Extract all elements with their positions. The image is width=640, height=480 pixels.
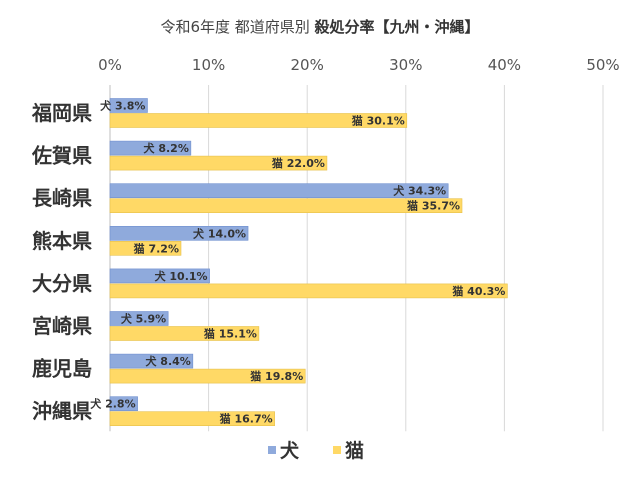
data-label: 猫 16.7% (220, 412, 273, 426)
bars (109, 98, 508, 427)
x-tick-label: 40% (488, 56, 521, 74)
category-label: 福岡県 (31, 101, 92, 125)
category-label: 熊本県 (32, 229, 92, 253)
bar-dog (109, 353, 194, 369)
category-label: 宮崎県 (32, 314, 92, 338)
data-label: 猫 35.7% (407, 199, 460, 213)
legend-label: 犬 (280, 439, 300, 462)
category-label: 長崎県 (32, 186, 92, 210)
chart-title: 令和6年度 都道府県別 殺処分率【九州・沖縄】 (160, 18, 479, 36)
bar-cat (109, 326, 260, 341)
data-label: 犬 2.8% (90, 397, 135, 411)
data-label: 猫 22.0% (272, 156, 325, 170)
data-label: 犬 10.1% (155, 269, 208, 283)
bar-cat (109, 113, 408, 128)
category-label: 佐賀県 (31, 144, 92, 168)
data-label: 猫 15.1% (204, 327, 257, 341)
data-label: 犬 3.8% (100, 99, 145, 113)
bar-dog (109, 140, 192, 156)
category-label: 鹿児島 (32, 357, 92, 381)
bar-dog (109, 98, 148, 113)
x-axis-ticks: 0% 10% 20% 30% 40% 50% (98, 56, 620, 74)
bar-cat (109, 241, 182, 256)
data-label: 猫 40.3% (452, 284, 505, 298)
chart-title-part-1: 令和6年度 都道府県別 (160, 18, 314, 36)
x-tick-label: 30% (389, 56, 422, 74)
bar-dog (109, 226, 249, 241)
bar-dog (109, 268, 210, 284)
bar-dog (109, 396, 138, 412)
bar-cat (109, 155, 328, 171)
data-label: 猫 19.8% (250, 369, 303, 383)
bar-cat (109, 283, 508, 299)
x-tick-label: 10% (192, 56, 225, 74)
bar-dog (109, 183, 449, 198)
data-labels: 犬 3.8% 猫 30.1% 犬 8.2% 猫 22.0% 犬 34.3%猫 35.7%… (90, 99, 505, 426)
legend: 犬猫 (268, 439, 364, 462)
data-label: 犬 14.0% (193, 226, 246, 240)
x-tick-label: 0% (98, 56, 122, 74)
data-label: 犬 34.3% (393, 184, 446, 198)
bar-cat (109, 411, 275, 427)
data-label: 猫 7.2% (134, 241, 179, 255)
chart-title-part-2: 殺処分率【九州・沖縄】 (314, 18, 480, 36)
bar-cat (109, 198, 463, 213)
data-label: 猫 30.1% (352, 114, 405, 128)
data-label: 犬 8.4% (145, 354, 190, 368)
bar-dog (109, 311, 169, 326)
x-tick-label: 20% (291, 56, 324, 74)
category-label: 大分県 (32, 271, 92, 295)
category-label: 沖縄県 (32, 399, 92, 423)
legend-swatch (333, 446, 341, 454)
legend-label: 猫 (345, 439, 364, 462)
data-label: 犬 8.2% (144, 141, 189, 155)
data-label: 犬 5.9% (121, 312, 166, 326)
bar-cat (109, 368, 306, 384)
legend-swatch (268, 446, 276, 454)
x-tick-label: 50% (586, 56, 619, 74)
